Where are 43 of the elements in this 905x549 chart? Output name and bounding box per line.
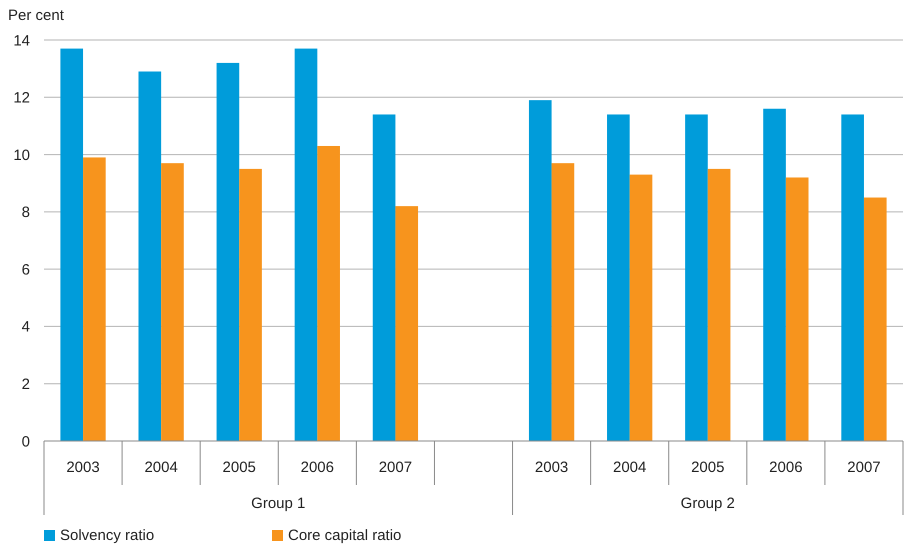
bar [552,163,574,441]
x-tick-label: 2005 [222,459,256,476]
bar [708,168,730,441]
bar [528,100,552,441]
bar [630,174,652,441]
y-tick-label: 0 [22,433,30,450]
x-tick-label: 2007 [847,459,881,476]
x-tick-label: 2006 [300,459,334,476]
bar [317,146,340,441]
bar [685,114,708,441]
bar [607,114,630,441]
bar [864,198,887,441]
bar [395,206,418,441]
text: Group 1 [251,495,306,512]
bar [841,114,864,441]
x-tick-label: 2003 [66,459,100,476]
bar [239,168,262,441]
bar [763,108,786,441]
legend-label: Solvency ratio [60,527,154,544]
legend-label: Core capital ratio [288,527,402,544]
y-tick-label: 6 [22,261,30,278]
y-tick-label: 8 [22,204,30,222]
y-tick-label: 14 [13,32,30,50]
y-tick-label: 4 [22,318,30,336]
x-tick-label: 2007 [378,459,412,476]
bar [294,48,318,441]
x-tick-label: 2003 [534,459,568,476]
bar [372,114,396,441]
x-tick-label: 2005 [691,459,724,476]
bar [138,72,162,441]
y-tick-label: 2 [22,376,30,393]
bar [60,48,84,441]
y-axis-title: Per cent [8,7,65,24]
bar [786,177,809,441]
bar [216,62,240,441]
x-tick-label: 2006 [769,459,803,476]
bar [161,163,184,441]
bar [83,157,106,441]
y-tick-label: 12 [13,90,30,107]
x-tick-label: 2004 [612,459,646,476]
x-tick-label: 2004 [144,459,178,476]
y-tick-label: 10 [13,146,30,164]
text: Group 2 [680,495,735,512]
